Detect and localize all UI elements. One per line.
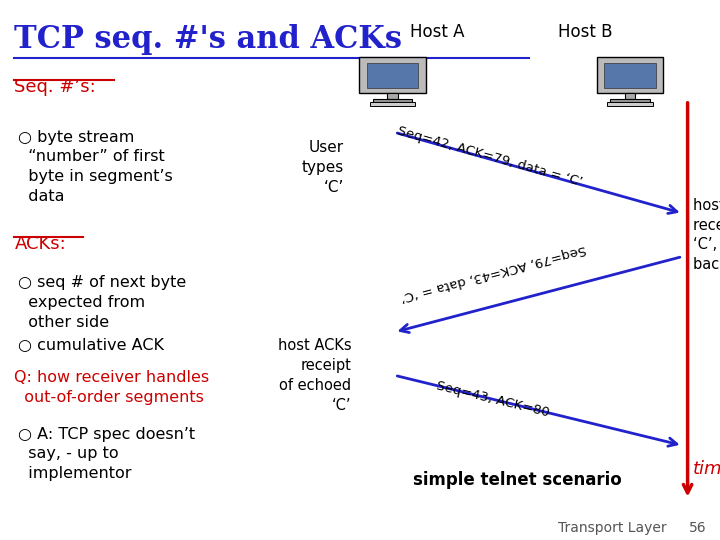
Bar — [611, 99, 649, 102]
Text: ○ cumulative ACK: ○ cumulative ACK — [18, 338, 164, 353]
Text: Q: how receiver handles
  out-of-order segments: Q: how receiver handles out-of-order seg… — [14, 370, 210, 404]
Text: ○ A: TCP spec doesn’t
  say, - up to
  implementor: ○ A: TCP spec doesn’t say, - up to imple… — [18, 427, 195, 481]
Text: Seq=42, ACK=79, data = ‘C’: Seq=42, ACK=79, data = ‘C’ — [396, 124, 583, 189]
Text: ACKs:: ACKs: — [14, 235, 66, 253]
Text: TCP seq. #'s and ACKs: TCP seq. #'s and ACKs — [14, 24, 402, 55]
Text: Seq=43, ACK=80: Seq=43, ACK=80 — [436, 380, 551, 420]
Text: simple telnet scenario: simple telnet scenario — [413, 470, 621, 489]
Text: Transport Layer: Transport Layer — [558, 521, 667, 535]
Text: ○ byte stream
  “number” of first
  byte in segment’s
  data: ○ byte stream “number” of first byte in … — [18, 130, 173, 204]
FancyBboxPatch shape — [359, 57, 426, 93]
FancyBboxPatch shape — [597, 57, 663, 93]
Text: User
types
‘C’: User types ‘C’ — [302, 140, 344, 195]
Bar — [373, 99, 412, 102]
Text: Seq. #’s:: Seq. #’s: — [14, 78, 96, 96]
Text: 56: 56 — [689, 521, 706, 535]
Bar — [366, 63, 418, 87]
Bar — [624, 93, 636, 99]
Text: host ACKs
receipt of
‘C’, echoes
back ‘C: host ACKs receipt of ‘C’, echoes back ‘C — [693, 198, 720, 272]
Bar — [604, 63, 656, 87]
Text: Host A: Host A — [410, 23, 465, 42]
Bar — [370, 102, 415, 106]
Text: host ACKs
receipt
of echoed
‘C’: host ACKs receipt of echoed ‘C’ — [278, 338, 351, 413]
Bar — [387, 93, 398, 99]
Text: ○ seq # of next byte
  expected from
  other side: ○ seq # of next byte expected from other… — [18, 275, 186, 330]
Bar — [608, 102, 653, 106]
Text: time: time — [693, 460, 720, 478]
Text: Host B: Host B — [557, 23, 612, 42]
Text: Seq=79, ACK=43, data = ‘C’: Seq=79, ACK=43, data = ‘C’ — [399, 242, 588, 303]
